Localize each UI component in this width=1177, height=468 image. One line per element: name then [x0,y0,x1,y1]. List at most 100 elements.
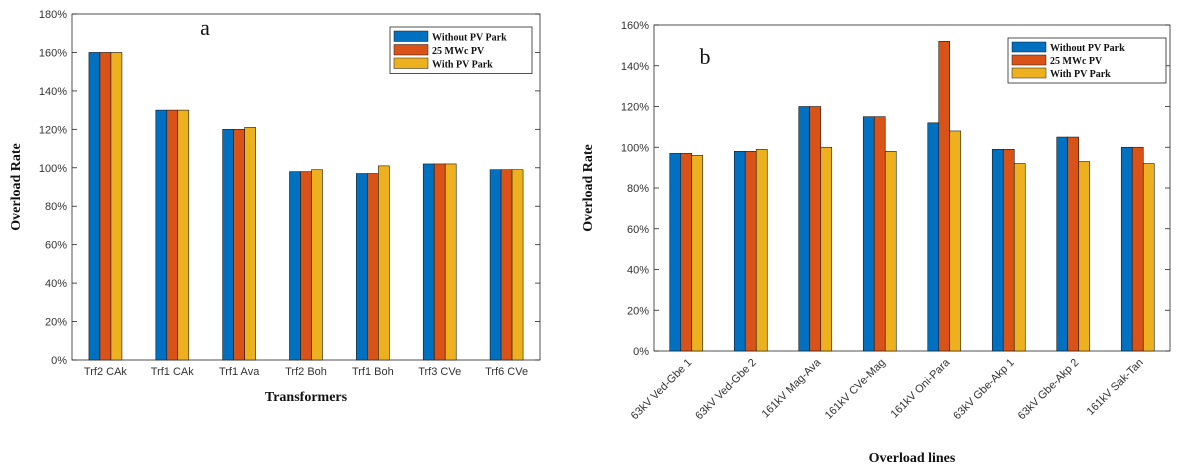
legend-entry: Without PV Park [1050,43,1125,54]
legend-entry: 25 MWc PV [432,46,485,57]
y-tick-label: 160% [39,47,67,59]
bar-2-4 [300,171,312,361]
bar-1-7 [489,169,502,361]
bar-3-1 [691,155,704,352]
bar-1-4 [289,171,301,361]
bar-3-7 [511,169,524,361]
x-tick-label: 63kV Gbe-Akp 2 [1016,357,1082,423]
bar-1-5 [356,173,368,361]
bar-2-7 [500,169,513,361]
x-tick-label: Trf2 Boh [285,366,327,378]
bar-2-4 [873,116,886,352]
y-tick-label: 120% [39,124,67,136]
legend-entry: With PV Park [432,60,493,71]
bar-3-7 [1078,161,1091,352]
y-tick-label: 120% [621,102,649,114]
legend-swatch [1011,54,1047,66]
bar-3-6 [1013,163,1026,352]
bar-1-4 [862,116,875,352]
y-tick-label: 40% [627,265,649,277]
bar-1-3 [798,106,811,352]
bar-3-5 [378,165,390,361]
bar-1-1 [669,153,682,352]
y-tick-label: 180% [39,9,67,21]
legend-entry: Without PV Park [432,33,507,44]
y-tick-label: 0% [51,355,67,367]
legend-swatch [1011,41,1047,53]
y-tick-label: 20% [45,317,67,329]
bar-2-6 [1002,148,1015,352]
bar-3-4 [311,169,323,361]
bar-2-1 [99,52,112,361]
x-tick-label: 161kV Sak-Tan [1085,357,1146,418]
legend-swatch [393,57,429,69]
bar-2-2 [166,109,179,361]
bar-1-2 [155,109,168,361]
bar-2-7 [1067,136,1080,352]
x-tick-label: 161kV Mag-Ava [760,356,824,420]
bar-3-6 [444,163,457,361]
x-tick-label: 63kV Gbe-Akp 1 [951,357,1017,423]
bar-1-6 [991,148,1004,352]
y-tick-label: 80% [45,201,67,213]
y-tick-label: 0% [633,346,649,358]
chart-a: 0% 20% 40% 60% 80% 100% 120% 140% 160% 180% Trf2 C… [9,9,541,405]
bar-2-3 [233,129,245,361]
y-tick-label: 100% [39,163,67,175]
x-tick-label: 63kV Ved-Gbe 1 [629,357,695,423]
bar-1-6 [422,163,435,361]
bar-3-1 [110,52,123,361]
y-axis-label: Overload Rate [9,143,24,230]
legend: Without PV Park 25 MWc PV With PV Park [389,26,533,74]
bar-1-8 [1120,146,1133,352]
x-tick-label: Trf1 Boh [352,366,394,378]
bar-3-3 [820,146,833,352]
x-tick-label: Trf1 CAk [151,366,194,378]
x-tick-label: Trf3 CVe [418,366,461,378]
y-axis-label: Overload Rate [581,144,596,231]
bar-2-6 [433,163,446,361]
x-tick-label: Trf2 CAk [84,366,127,378]
y-tick-label: 60% [627,224,649,236]
bar-1-3 [222,129,234,361]
panel-label: a [200,15,210,40]
y-tick-label: 80% [627,183,649,195]
y-tick-label: 40% [45,278,67,290]
y-tick-label: 60% [45,240,67,252]
bar-1-7 [1056,136,1069,352]
bar-2-3 [809,106,822,352]
bar-3-5 [949,130,962,352]
legend: Without PV Park 25 MWc PV With PV Park [1007,37,1167,84]
legend-swatch [393,44,429,56]
bar-2-5 [367,173,379,361]
legend-swatch [393,30,429,42]
bar-3-4 [884,151,897,352]
bar-1-2 [733,151,746,352]
legend-swatch [1011,67,1047,79]
x-tick-label: 161kV CVe-Mag [823,357,888,422]
bar-3-8 [1142,163,1155,352]
chart-b: 0% 20% 40% 60% 80% 100% 120% 140% 160% 63kV Ved-G… [581,20,1171,466]
bar-3-3 [244,127,256,361]
x-tick-label: 161kV Oni-Para [889,356,953,420]
x-axis-label: Transformers [265,390,348,405]
y-tick-label: 20% [627,305,649,317]
y-tick-label: 140% [621,61,649,73]
x-tick-label: 63kV Ved-Gbe 2 [693,357,759,423]
legend-entry: 25 MWc PV [1050,56,1103,67]
bar-1-1 [88,52,101,361]
y-tick-label: 100% [621,142,649,154]
bar-2-1 [680,153,693,352]
bar-3-2 [177,109,190,361]
x-tick-label: Trf1 Ava [219,366,260,378]
y-tick-label: 140% [39,86,67,98]
bar-2-5 [938,40,951,352]
bar-2-2 [744,151,757,352]
y-tick-label: 160% [621,20,649,32]
bar-2-8 [1131,146,1144,352]
x-axis-label: Overload lines [869,451,956,466]
x-tick-label: Trf6 CVe [485,366,528,378]
bar-3-2 [755,148,768,352]
legend-entry: With PV Park [1050,69,1111,80]
